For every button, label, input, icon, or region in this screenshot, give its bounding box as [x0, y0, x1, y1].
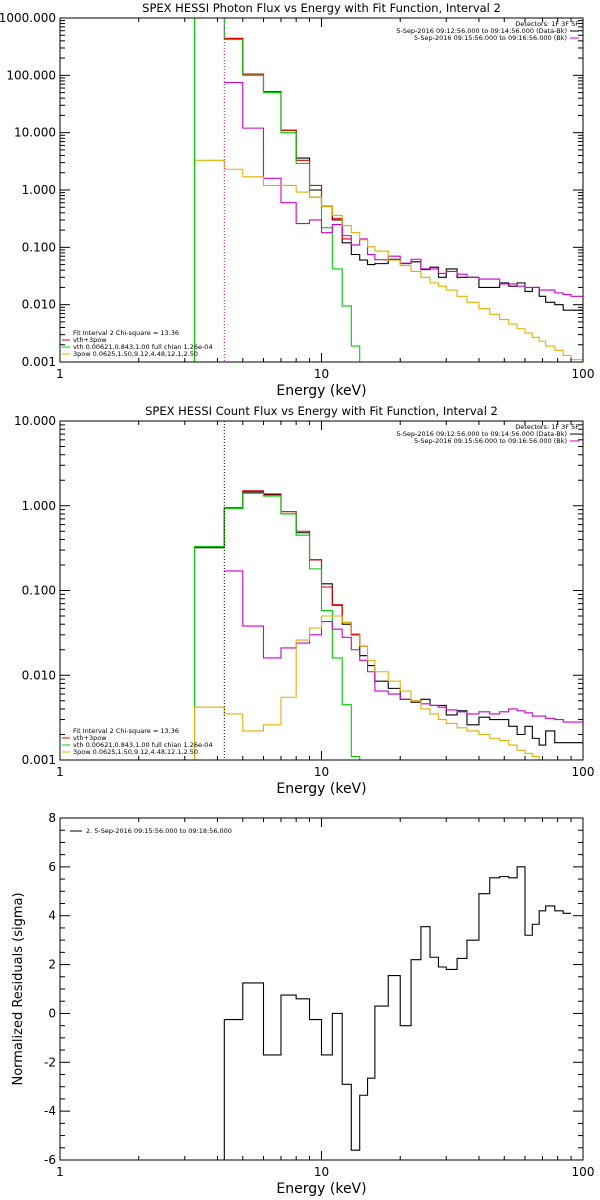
series-group	[194, 18, 583, 362]
series-residuals	[223, 866, 572, 1160]
y-axis-ticks	[60, 420, 583, 761]
legend-entry-label: 5-Sep-2016 09:12:56.000 to 09:14:56.000 …	[396, 430, 567, 438]
y-tick-label: 1.000	[22, 499, 56, 513]
x-axis-ticks	[59, 18, 584, 362]
legend-entry-label: Fit Interval 2 Chi-square = 13.36	[73, 329, 179, 337]
y-tick-label: 1000.000	[0, 11, 56, 25]
y-tick-label: 10.000	[14, 414, 56, 428]
legend-entry-label: vth+3pow	[73, 336, 107, 344]
legend-entry-label: vth+3pow	[73, 734, 107, 742]
detectors-label: Detectors: 1F 3F 5F	[515, 20, 579, 28]
y-tick-label: 10.000	[14, 126, 56, 140]
detectors-label: Detectors: 1F 3F 5F	[515, 423, 579, 431]
legend-entry-label: 2. 5-Sep-2016 09:15:56.000 to 09:18:56.0…	[86, 827, 232, 835]
chart-panel-1: SPEX HESSI Photon Flux vs Energy with Fi…	[0, 1, 594, 399]
y-tick-label: 0.010	[22, 668, 56, 682]
series-background	[224, 81, 583, 297]
x-axis-label: Energy (keV)	[276, 383, 366, 399]
x-tick-label: 1	[56, 367, 64, 381]
chart-panel-2: SPEX HESSI Count Flux vs Energy with Fit…	[14, 404, 594, 797]
x-tick-label: 10	[314, 1165, 329, 1179]
x-tick-label: 10	[314, 367, 329, 381]
plot-frame	[59, 817, 584, 1161]
y-axis-ticks	[60, 817, 583, 1161]
x-tick-label: 1	[56, 765, 64, 779]
series-group	[194, 490, 583, 760]
y-axis-label: Normalized Residuals (sigma)	[11, 892, 26, 1085]
series-data	[194, 491, 583, 746]
series-vth-3pow	[224, 37, 352, 240]
y-tick-label: 0.100	[22, 584, 56, 598]
series-background	[224, 570, 583, 723]
x-tick-label: 100	[572, 765, 595, 779]
series-vth	[194, 492, 361, 760]
y-tick-label: 0.001	[22, 753, 56, 767]
y-tick-label: 100.000	[6, 68, 56, 82]
series-data	[224, 37, 583, 311]
y-tick-label: 2	[48, 958, 56, 972]
y-tick-label: -6	[44, 1153, 56, 1167]
y-tick-label: 0.100	[22, 240, 56, 254]
series-group	[223, 866, 572, 1160]
x-axis-ticks	[59, 818, 584, 1160]
y-tick-label: 6	[48, 860, 56, 874]
y-axis-ticks	[60, 17, 583, 363]
y-tick-label: 4	[48, 909, 56, 923]
series-3pow	[194, 159, 583, 362]
legend-entry-label: 5-Sep-2016 09:12:56.000 to 09:14:56.000 …	[396, 27, 567, 35]
legend-entry-label: 5-Sep-2016 09:15:56.000 to 09:16:56.000 …	[414, 34, 567, 42]
chart-title: SPEX HESSI Count Flux vs Energy with Fit…	[145, 404, 498, 418]
x-axis-ticks	[59, 421, 584, 760]
series-vth	[194, 18, 361, 362]
y-tick-label: 0.001	[22, 355, 56, 369]
x-axis-label: Energy (keV)	[276, 781, 366, 797]
x-tick-label: 10	[314, 765, 329, 779]
y-tick-label: 1.000	[22, 183, 56, 197]
y-tick-label: 0	[48, 1006, 56, 1020]
x-tick-label: 100	[572, 1165, 595, 1179]
y-tick-label: 0.010	[22, 298, 56, 312]
legend-entry-label: 3pow 0.0625,1.50,9.12,4.48,12.1,2.50	[73, 350, 198, 358]
chart-panel-3: 1 10 100 Energy (keV) 8 6 4 2 0 -2 -4 -6 Normalized …	[11, 811, 594, 1197]
x-tick-label: 100	[572, 367, 595, 381]
legend-entry-label: vth 0.00621,0.843,1.00 full chian 1.26e-…	[73, 343, 213, 351]
x-tick-label: 1	[56, 1165, 64, 1179]
y-tick-label: -2	[44, 1055, 56, 1069]
legend-entry-label: Fit Interval 2 Chi-square = 13.36	[73, 727, 179, 735]
y-tick-label: -4	[44, 1104, 56, 1118]
legend-entry-label: 5-Sep-2016 09:15:56.000 to 09:16:56.000 …	[414, 437, 567, 445]
legend-entry-label: 3pow 0.0625,1.50,9.12,4.48,12.1,2.50	[73, 748, 198, 756]
series-3pow	[194, 615, 540, 760]
chart-title: SPEX HESSI Photon Flux vs Energy with Fi…	[142, 1, 501, 15]
y-tick-label: 8	[48, 811, 56, 825]
legend-entry-label: vth 0.00621,0.843,1.00 full chian 1.26e-…	[73, 741, 213, 749]
x-axis-label: Energy (keV)	[276, 1181, 366, 1197]
